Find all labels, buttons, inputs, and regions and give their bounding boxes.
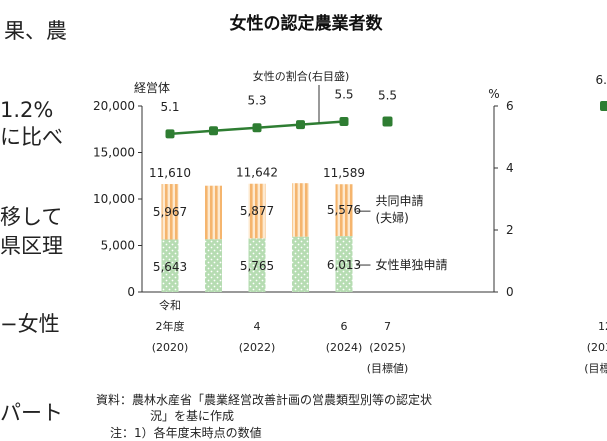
bar-single: [248, 238, 266, 292]
side-text-line-2: 1.2%: [0, 98, 54, 122]
bar-single: [161, 239, 179, 292]
footnote: 注：1）各年度末時点の数値: [110, 426, 262, 440]
x-tick-label: 12: [598, 320, 607, 333]
y-axis-label: 経営体: [134, 81, 170, 95]
share-label: 5.1: [160, 100, 179, 114]
bar-total-label: 11,642: [236, 166, 278, 180]
source-note: 資料：農林水産省「農業経営改善計画の営農類型別等の認定状: [96, 393, 433, 407]
y2-tick-label: 0: [506, 285, 514, 299]
bar-joint-label: 5,967: [153, 205, 187, 219]
legend-joint: 共同申請: [376, 194, 424, 208]
side-text-line-1: 果、農: [4, 19, 67, 43]
target-point: [600, 101, 607, 111]
y2-tick-label: 6: [506, 99, 514, 113]
share-point: [209, 126, 218, 136]
legend-single: 女性単独申請: [376, 257, 448, 272]
source-note-continued: 況」を基に作成: [150, 409, 235, 423]
bar-single: [205, 239, 222, 292]
share-point: [165, 129, 175, 139]
x-year-label: (2025): [369, 341, 406, 354]
x-year-label: (2020): [152, 341, 189, 354]
y-tick-label: 20,000: [93, 99, 135, 113]
bar-joint-label: 5,576: [327, 203, 361, 217]
share-point: [252, 123, 262, 133]
x-year-label: (2024): [326, 341, 363, 354]
y2-axis-label: %: [488, 87, 499, 101]
target-label: 6.0: [595, 73, 607, 87]
bar-single: [292, 236, 309, 292]
side-text-line-6: −女性: [0, 312, 60, 336]
bar-joint: [161, 184, 179, 240]
target-label: 5.5: [378, 89, 397, 103]
side-text-line-7: パート: [0, 401, 63, 425]
x-tick-label: 7: [384, 320, 391, 333]
chart-title: 女性の認定農業者数: [230, 13, 384, 34]
share-label: 5.3: [247, 94, 266, 108]
y2-tick-label: 4: [506, 161, 514, 175]
x-year-label: (2030): [587, 341, 607, 354]
x-year-label: (2022): [239, 341, 276, 354]
line-series-label: 女性の割合(右目盛): [253, 69, 350, 83]
y-tick-label: 10,000: [93, 192, 135, 206]
bar-joint: [248, 183, 266, 239]
x-note-label: (目標値): [367, 361, 409, 375]
share-point: [339, 117, 349, 126]
share-label: 5.5: [334, 88, 353, 102]
plot-area: 0 5,000 10,000 15,000 20,000 0 2 4 6 5,643 5,967 11…: [93, 73, 607, 375]
y-tick-label: 0: [127, 285, 135, 299]
y2-tick-label: 2: [506, 223, 514, 237]
target-point: [382, 116, 393, 127]
share-point: [296, 120, 305, 130]
bar-joint: [292, 183, 309, 237]
x-era-label: 令和: [159, 298, 181, 312]
x-tick-label: 2年度: [156, 319, 185, 333]
bar-joint-label: 5,877: [240, 204, 274, 218]
bar-total-label: 11,589: [323, 166, 365, 180]
bar-single-label: 6,013: [327, 258, 361, 272]
side-text-line-3: に比べ: [0, 125, 63, 149]
y-tick-label: 15,000: [93, 146, 135, 160]
bar-total-label: 11,610: [149, 166, 191, 180]
bar-joint: [205, 185, 222, 240]
y-tick-label: 5,000: [101, 239, 135, 253]
bar-single: [335, 236, 353, 292]
bar-joint: [335, 184, 353, 237]
x-note-label: (目標値): [584, 361, 607, 375]
side-text-line-4: 移して: [0, 205, 63, 229]
side-text-line-5: 県区理: [0, 234, 63, 258]
x-tick-label: 4: [254, 320, 261, 333]
x-tick-label: 6: [341, 320, 348, 333]
bar-single-label: 5,643: [153, 260, 187, 274]
legend-joint-sub: (夫婦): [376, 210, 409, 225]
bar-single-label: 5,765: [240, 259, 274, 273]
